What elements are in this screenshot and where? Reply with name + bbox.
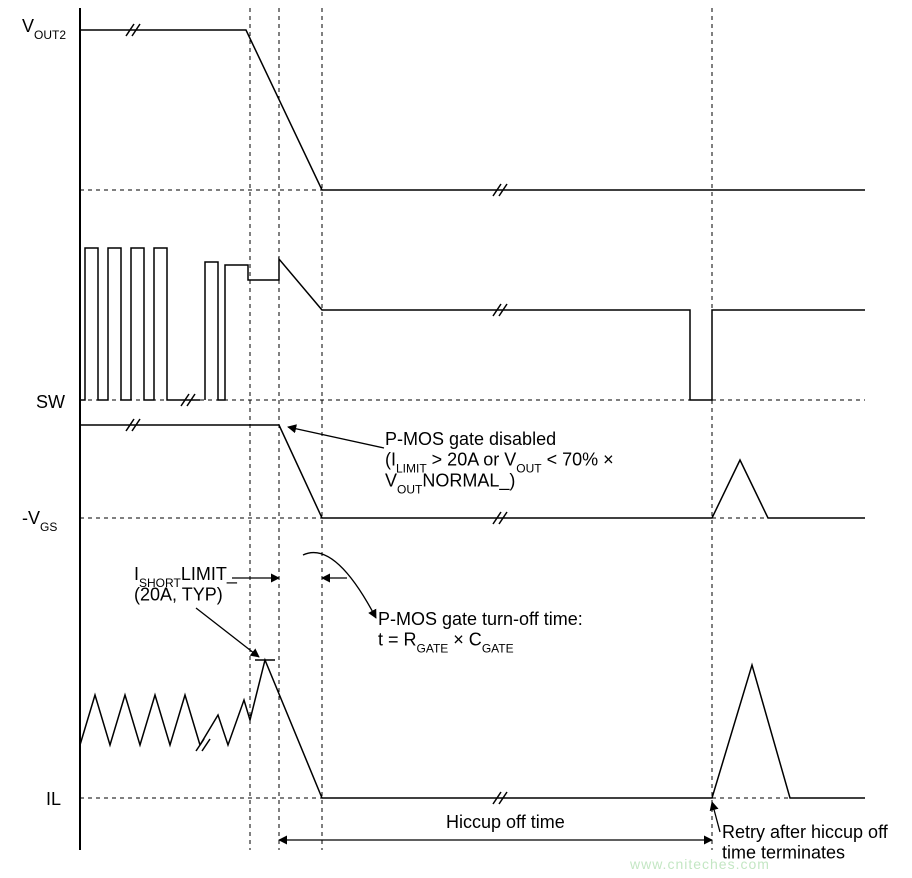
annot-ishort: ISHORTLIMIT_(20A, TYP): [134, 564, 238, 605]
annot-retry: Retry after hiccup offtime terminates: [722, 822, 889, 863]
label-vgs: -VGS: [22, 508, 57, 534]
label-sw: SW: [36, 392, 65, 412]
annot-hiccup: Hiccup off time: [446, 812, 565, 832]
annot-pmos-disabled: P-MOS gate disabled(ILIMIT > 20A or VOUT…: [385, 429, 614, 496]
label-vout2: VOUT2: [22, 16, 66, 42]
timing-diagram: VOUT2 SW -VGS IL P-MOS gate disabled(ILIMIT …: [0, 0, 912, 878]
annot-pmos-turnoff: P-MOS gate turn-off time:t = RGATE × CGA…: [378, 609, 583, 656]
label-il: IL: [46, 789, 61, 809]
